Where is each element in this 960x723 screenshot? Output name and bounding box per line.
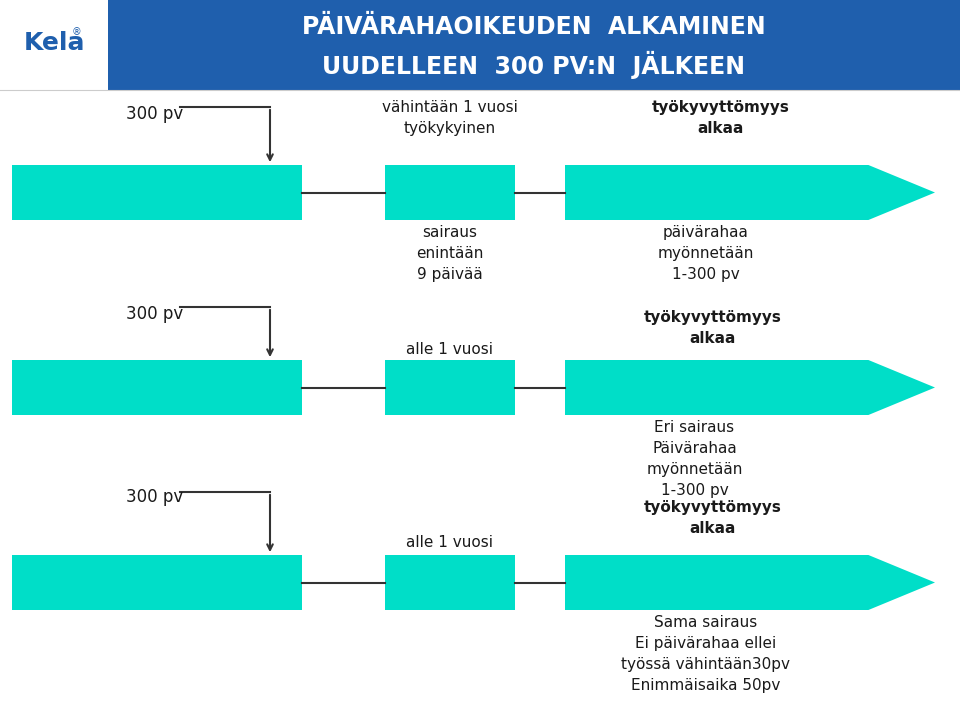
Text: päivärahaa
myönnetään
1-300 pv: päivärahaa myönnetään 1-300 pv bbox=[658, 225, 754, 282]
Bar bbox=[385, 165, 515, 220]
Text: 300 pv: 300 pv bbox=[127, 305, 183, 323]
Text: Eri sairaus
Päivärahaa
myönnetään
1-300 pv: Eri sairaus Päivärahaa myönnetään 1-300 … bbox=[646, 420, 743, 498]
Polygon shape bbox=[565, 360, 935, 415]
Bar bbox=[12, 165, 302, 220]
Polygon shape bbox=[565, 165, 935, 220]
Text: PÄIVÄRAHAOIKEUDEN  ALKAMINEN: PÄIVÄRAHAOIKEUDEN ALKAMINEN bbox=[302, 15, 766, 39]
Text: Kela: Kela bbox=[23, 31, 84, 55]
Bar bbox=[12, 360, 302, 415]
Bar bbox=[12, 555, 302, 610]
Text: alle 1 vuosi: alle 1 vuosi bbox=[406, 342, 493, 357]
Polygon shape bbox=[565, 555, 935, 610]
Text: työkyvyttömyys
alkaa: työkyvyttömyys alkaa bbox=[652, 100, 789, 136]
Text: UUDELLEEN  300 PV:N  JÄLKEEN: UUDELLEEN 300 PV:N JÄLKEEN bbox=[323, 51, 746, 79]
Bar bbox=[385, 360, 515, 415]
Text: vähintään 1 vuosi
työkykyinen: vähintään 1 vuosi työkykyinen bbox=[382, 100, 518, 136]
Text: sairaus
enintään
9 päivää: sairaus enintään 9 päivää bbox=[417, 225, 484, 282]
Text: työkyvyttömyys
alkaa: työkyvyttömyys alkaa bbox=[644, 500, 782, 536]
Text: työkyvyttömyys
alkaa: työkyvyttömyys alkaa bbox=[644, 310, 782, 346]
Text: Sama sairaus
Ei päivärahaa ellei
työssä vähintään30pv
Enimmäisaika 50pv: Sama sairaus Ei päivärahaa ellei työssä … bbox=[621, 615, 790, 693]
Text: 300 pv: 300 pv bbox=[127, 488, 183, 506]
Bar bbox=[108, 0, 960, 90]
Text: 300 pv: 300 pv bbox=[127, 105, 183, 123]
Text: ®: ® bbox=[72, 27, 82, 38]
Bar bbox=[0, 0, 108, 90]
Text: alle 1 vuosi: alle 1 vuosi bbox=[406, 535, 493, 550]
Bar bbox=[385, 555, 515, 610]
